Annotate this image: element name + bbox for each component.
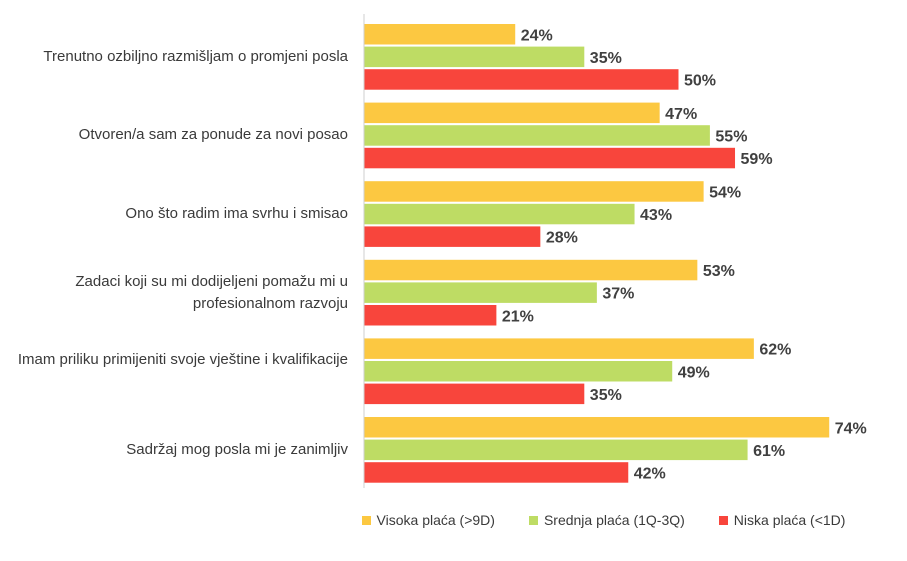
category-label: Sadržaj mog posla mi je zanimljiv — [126, 440, 348, 458]
data-label: 37% — [602, 286, 634, 303]
category-label: Trenutno ozbiljno razmišljam o promjeni … — [43, 47, 348, 65]
legend-label: Niska plaća (<1D) — [733, 512, 846, 528]
data-label: 47% — [665, 106, 697, 123]
bar — [364, 259, 698, 281]
legend-swatch — [718, 515, 728, 525]
data-label: 54% — [709, 184, 741, 201]
category-label: Imam priliku primijeniti svoje vještine … — [17, 351, 348, 369]
legend-label: Visoka plaća (>9D) — [376, 512, 495, 528]
bar — [364, 439, 748, 461]
data-label: 35% — [590, 387, 622, 404]
bar — [364, 417, 830, 438]
bar — [364, 69, 679, 90]
data-label: 74% — [835, 420, 867, 437]
bar — [364, 462, 629, 483]
data-label: 42% — [634, 465, 666, 482]
data-label: 49% — [678, 364, 710, 381]
bar — [364, 181, 704, 202]
data-label: 28% — [546, 230, 578, 247]
category-label: Zadaci koji su mi dodijeljeni pomažu mi … — [75, 272, 348, 312]
bar — [364, 305, 497, 326]
bar — [364, 383, 585, 405]
bar — [364, 147, 736, 169]
bar — [364, 282, 597, 303]
data-label: 24% — [521, 27, 553, 44]
data-label: 55% — [715, 128, 747, 145]
bar — [364, 203, 635, 225]
legend-swatch — [361, 515, 371, 525]
bar — [364, 24, 516, 45]
data-label: 50% — [684, 72, 716, 89]
data-label: 21% — [502, 308, 534, 325]
data-label: 53% — [703, 263, 735, 280]
category-label: Ono što radim ima svrhu i smisao — [125, 205, 348, 223]
bar — [364, 226, 541, 247]
data-label: 61% — [753, 443, 785, 460]
data-label: 35% — [590, 50, 622, 67]
legend-swatch — [528, 515, 538, 525]
bar — [364, 46, 585, 68]
bar — [364, 338, 754, 359]
data-label: 43% — [640, 207, 672, 224]
legend: Visoka plaća (>9D) Srednja plaća (1Q-3Q) N… — [0, 512, 907, 528]
category-label: Otvoren/a sam za ponude za novi posao — [78, 126, 348, 144]
data-label: 62% — [759, 342, 791, 359]
data-label: 59% — [741, 151, 773, 168]
legend-item: Niska plaća (<1D) — [718, 512, 846, 528]
legend-item: Srednja plaća (1Q-3Q) — [528, 512, 685, 528]
bar — [364, 102, 660, 124]
legend-item: Visoka plaća (>9D) — [62, 512, 495, 528]
bar — [364, 361, 673, 382]
legend-label: Srednja plaća (1Q-3Q) — [543, 512, 685, 528]
bar — [364, 125, 710, 146]
